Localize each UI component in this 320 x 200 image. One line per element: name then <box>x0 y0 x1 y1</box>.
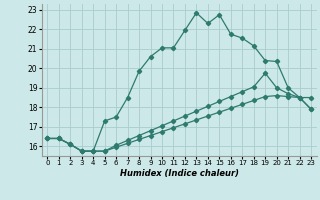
X-axis label: Humidex (Indice chaleur): Humidex (Indice chaleur) <box>120 169 239 178</box>
